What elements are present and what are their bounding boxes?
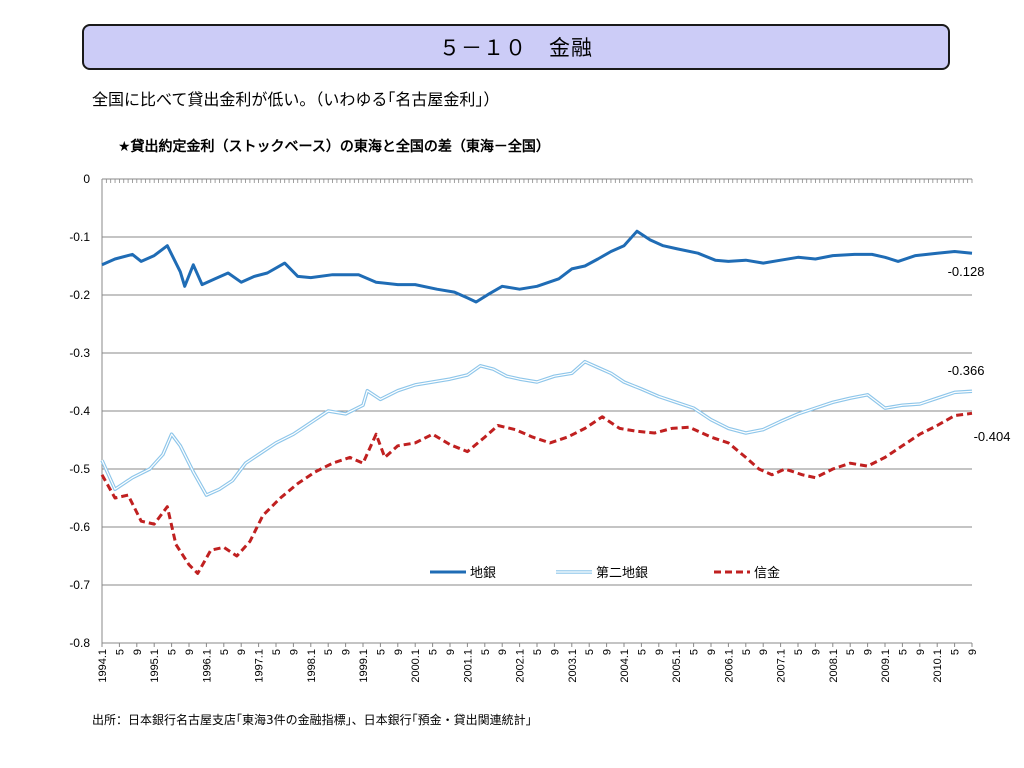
chart-heading: ★貸出約定金利（ストックベース）の東海と全国の差（東海－全国）: [118, 139, 550, 155]
x-tick-label: 5: [532, 649, 544, 655]
x-tick-label: 9: [184, 649, 196, 655]
slide-subtitle: 全国に比べて貸出金利が低い。（いわゆる｢名古屋金利｣）: [92, 90, 500, 109]
series-end-label: -0.404: [974, 429, 1011, 444]
x-tick-label: 2006.1: [723, 649, 735, 683]
x-tick-label: 2008.1: [828, 649, 840, 683]
x-tick-label: 2004.1: [619, 649, 631, 683]
x-tick-label: 5: [689, 649, 701, 655]
x-tick-label: 9: [445, 649, 457, 655]
slide-title: ５－１０ 金融: [439, 36, 593, 60]
x-tick-label: 9: [393, 649, 405, 655]
x-tick-label: 9: [967, 649, 979, 655]
x-tick-label: 9: [758, 649, 770, 655]
x-tick-label: 5: [375, 649, 387, 655]
x-tick-label: 5: [897, 649, 909, 655]
x-tick-label: 9: [288, 649, 300, 655]
x-tick-label: 1998.1: [306, 649, 318, 683]
x-tick-label: 5: [167, 649, 179, 655]
x-tick-label: 2007.1: [776, 649, 788, 683]
series-line-regional-bank: [101, 229, 973, 304]
x-tick-label: 2005.1: [671, 649, 683, 683]
y-tick-label: -0.5: [69, 462, 90, 476]
x-tick-label: 1997.1: [254, 649, 266, 683]
x-tick-label: 9: [915, 649, 927, 655]
x-tick-label: 1995.1: [149, 649, 161, 683]
x-tick-label: 5: [741, 649, 753, 655]
x-tick-label: 5: [219, 649, 231, 655]
x-tick-label: 1999.1: [358, 649, 370, 683]
series-line-second-regional-bank-inner: [101, 361, 973, 496]
x-tick-label: 9: [602, 649, 614, 655]
chart-grid: [101, 178, 973, 647]
x-tick-label: 2002.1: [515, 649, 527, 683]
x-tick-label: 9: [810, 649, 822, 655]
x-tick-label: 9: [236, 649, 248, 655]
x-tick-label: 5: [845, 649, 857, 655]
x-tick-label: 2009.1: [880, 649, 892, 683]
x-tick-label: 5: [636, 649, 648, 655]
legend-label: 第二地銀: [596, 565, 648, 580]
x-tick-label: 5: [323, 649, 335, 655]
x-tick-label: 2003.1: [567, 649, 579, 683]
x-tick-label: 5: [271, 649, 283, 655]
x-tick-label: 5: [793, 649, 805, 655]
y-tick-label: -0.4: [69, 404, 90, 418]
y-tick-label: -0.3: [69, 346, 90, 360]
y-tick-label: -0.8: [69, 636, 90, 650]
x-tick-label: 5: [114, 649, 126, 655]
x-tick-label: 9: [654, 649, 666, 655]
series-end-labels: -0.128 -0.366 -0.404: [948, 264, 1011, 444]
x-tick-label: 1996.1: [201, 649, 213, 683]
x-tick-label: 5: [950, 649, 962, 655]
y-tick-label: -0.1: [69, 230, 90, 244]
x-tick-label: 2010.1: [932, 649, 944, 683]
x-tick-label: 9: [132, 649, 144, 655]
y-tick-label: -0.7: [69, 578, 90, 592]
chart-series: [100, 229, 973, 575]
slide-title-box: ５－１０ 金融: [82, 24, 950, 70]
source-note: 出所：日本銀行名古屋支店｢東海3件の金融指標｣、日本銀行｢預金・貸出関連統計｣: [92, 713, 532, 727]
x-tick-label: 9: [341, 649, 353, 655]
x-tick-label: 2001.1: [462, 649, 474, 683]
series-end-label: -0.366: [948, 363, 985, 378]
series-line-shinkin: [100, 411, 973, 575]
y-tick-label: -0.2: [69, 288, 90, 302]
x-tick-label: 2000.1: [410, 649, 422, 683]
x-tick-label: 9: [497, 649, 509, 655]
chart-legend: 地銀 第二地銀 信金: [430, 565, 780, 580]
x-tick-label: 1994.1: [97, 649, 109, 683]
x-tick-label: 5: [584, 649, 596, 655]
legend-label: 地銀: [470, 565, 496, 580]
y-tick-label: -0.6: [69, 520, 90, 534]
x-tick-label: 5: [428, 649, 440, 655]
y-tick-label: 0: [83, 172, 90, 186]
x-tick-label: 9: [549, 649, 561, 655]
x-tick-label: 5: [480, 649, 492, 655]
x-axis-labels: 1994.1 5 9 1995.1 5 9 1996.1 5 9 1997.1 5 9 1998.1 5 9…: [97, 649, 979, 683]
y-axis-labels: 0 -0.1 -0.2 -0.3 -0.4 -0.5 -0.6 -0.7 -0.8: [69, 172, 90, 650]
x-tick-label: 9: [863, 649, 875, 655]
legend-label: 信金: [754, 565, 780, 580]
x-tick-label: 9: [706, 649, 718, 655]
series-end-label: -0.128: [948, 264, 985, 279]
